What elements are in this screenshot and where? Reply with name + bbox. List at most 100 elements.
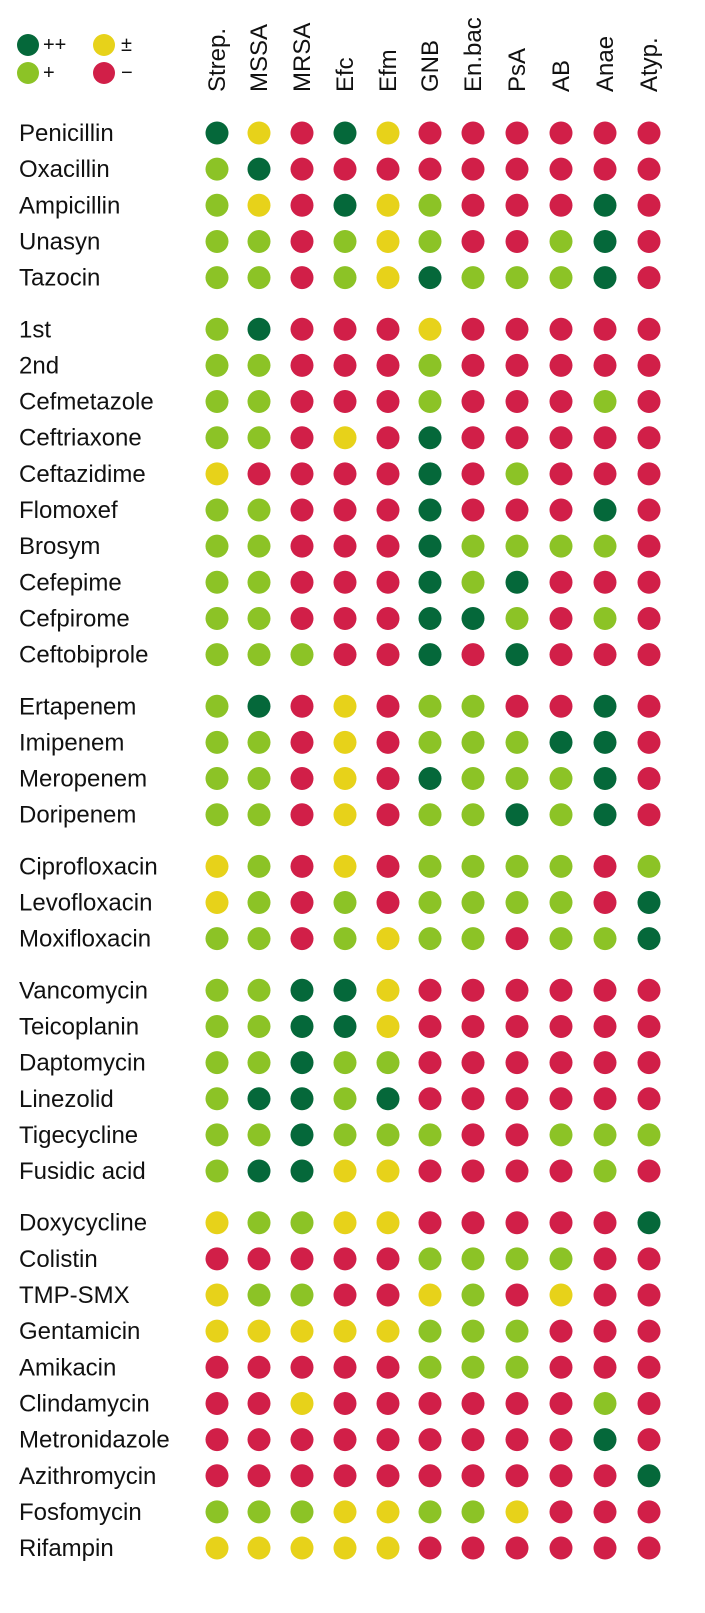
susceptibility-dot-ab bbox=[549, 803, 573, 827]
susceptibility-dot-gnb bbox=[418, 1014, 442, 1038]
susceptibility-dot-strep bbox=[205, 1319, 229, 1343]
drug-row-brosym: Brosym bbox=[19, 533, 661, 560]
susceptibility-dot-ab bbox=[549, 390, 573, 414]
susceptibility-dot-efc bbox=[333, 1319, 357, 1343]
susceptibility-dot-efc bbox=[333, 1464, 357, 1488]
susceptibility-dot-strep bbox=[205, 1536, 229, 1560]
susceptibility-dot-en-bac bbox=[461, 1355, 485, 1379]
susceptibility-dot-anae bbox=[593, 767, 617, 791]
drug-name: Brosym bbox=[19, 533, 100, 560]
susceptibility-dot-en-bac bbox=[461, 121, 485, 145]
susceptibility-dot-en-bac bbox=[461, 1500, 485, 1524]
susceptibility-dot-efm bbox=[376, 534, 400, 558]
susceptibility-dot-psa bbox=[505, 534, 529, 558]
susceptibility-dot-mrsa bbox=[290, 1283, 314, 1307]
susceptibility-dot-efc bbox=[333, 426, 357, 450]
susceptibility-dot-mrsa bbox=[290, 606, 314, 630]
legend-label-active: + bbox=[43, 62, 55, 84]
susceptibility-dot-ab bbox=[549, 854, 573, 878]
drug-name: Ampicillin bbox=[19, 192, 120, 219]
susceptibility-dot-psa bbox=[505, 121, 529, 145]
susceptibility-dot-gnb bbox=[418, 1319, 442, 1343]
susceptibility-dot-mrsa bbox=[290, 978, 314, 1002]
susceptibility-dot-mssa bbox=[247, 927, 271, 951]
drug-row-vancomycin: Vancomycin bbox=[19, 977, 661, 1004]
drug-name: Linezolid bbox=[19, 1086, 114, 1113]
susceptibility-dot-en-bac bbox=[461, 1123, 485, 1147]
susceptibility-dot-efm bbox=[376, 498, 400, 522]
susceptibility-dot-gnb bbox=[418, 266, 442, 290]
susceptibility-dot-atyp bbox=[637, 854, 661, 878]
drug-name: Flomoxef bbox=[19, 497, 118, 524]
drug-group: Vancomycin Teicoplanin Daptomycin Linezolid… bbox=[19, 977, 661, 1185]
susceptibility-dot-psa bbox=[505, 1283, 529, 1307]
susceptibility-dot-psa bbox=[505, 927, 529, 951]
susceptibility-dot-strep bbox=[205, 1247, 229, 1271]
susceptibility-dot-atyp bbox=[637, 1536, 661, 1560]
susceptibility-dot-efm bbox=[376, 891, 400, 914]
susceptibility-dot-efm bbox=[376, 1319, 400, 1343]
susceptibility-dot-mrsa bbox=[290, 317, 314, 341]
susceptibility-dot-atyp bbox=[637, 1355, 661, 1379]
susceptibility-dot-efm bbox=[376, 1051, 400, 1075]
susceptibility-dot-ab bbox=[549, 694, 573, 718]
susceptibility-dot-gnb bbox=[418, 1536, 442, 1560]
susceptibility-dot-efc bbox=[333, 462, 357, 486]
susceptibility-dot-atyp bbox=[637, 1319, 661, 1343]
susceptibility-dot-strep bbox=[205, 266, 229, 290]
susceptibility-dot-anae bbox=[593, 1159, 617, 1183]
susceptibility-dot-atyp bbox=[637, 1159, 661, 1183]
susceptibility-dot-anae bbox=[593, 1051, 617, 1075]
column-headers: Strep. MSSA MRSA Efc Efm GNB En.bac PsA AB Anae At… bbox=[204, 17, 663, 92]
susceptibility-dot-en-bac bbox=[461, 978, 485, 1002]
column-header-efc: Efc bbox=[332, 57, 359, 92]
susceptibility-dot-en-bac bbox=[461, 498, 485, 522]
susceptibility-dot-atyp bbox=[637, 353, 661, 377]
susceptibility-dot-mssa bbox=[247, 606, 271, 630]
susceptibility-dot-psa bbox=[505, 1355, 529, 1379]
susceptibility-dot-psa bbox=[505, 1464, 529, 1488]
susceptibility-dot-mrsa bbox=[290, 1014, 314, 1038]
susceptibility-dot-gnb bbox=[418, 1500, 442, 1524]
susceptibility-dot-mssa bbox=[247, 730, 271, 754]
susceptibility-dot-strep bbox=[205, 353, 229, 377]
susceptibility-dot-mssa bbox=[247, 498, 271, 522]
susceptibility-dot-strep bbox=[205, 1355, 229, 1379]
drug-name: TMP-SMX bbox=[19, 1282, 130, 1309]
susceptibility-dot-efc bbox=[333, 730, 357, 754]
susceptibility-dot-efc bbox=[333, 534, 357, 558]
susceptibility-dot-atyp bbox=[637, 462, 661, 486]
susceptibility-dot-ab bbox=[549, 978, 573, 1002]
susceptibility-dot-atyp bbox=[637, 1014, 661, 1038]
susceptibility-dot-mssa bbox=[247, 121, 271, 145]
susceptibility-dot-strep bbox=[205, 534, 229, 558]
susceptibility-dot-efc bbox=[333, 193, 357, 217]
susceptibility-dot-anae bbox=[593, 498, 617, 522]
susceptibility-dot-psa bbox=[505, 317, 529, 341]
susceptibility-dot-en-bac bbox=[461, 1159, 485, 1183]
column-header-mrsa: MRSA bbox=[289, 23, 316, 92]
susceptibility-dot-psa bbox=[505, 1391, 529, 1415]
drug-name: Fusidic acid bbox=[19, 1158, 146, 1185]
susceptibility-dot-psa bbox=[505, 426, 529, 450]
susceptibility-dot-efm bbox=[376, 767, 400, 791]
susceptibility-dot-strep bbox=[205, 730, 229, 754]
susceptibility-dot-anae bbox=[593, 462, 617, 486]
susceptibility-dot-en-bac bbox=[461, 643, 485, 667]
susceptibility-dot-atyp bbox=[637, 1464, 661, 1488]
susceptibility-dot-ab bbox=[549, 1051, 573, 1075]
susceptibility-dot-efm bbox=[376, 1014, 400, 1038]
drug-row-2nd: 2nd bbox=[19, 352, 661, 379]
susceptibility-dot-mrsa bbox=[290, 694, 314, 718]
drug-row-meropenem: Meropenem bbox=[19, 766, 661, 793]
drug-row-colistin: Colistin bbox=[19, 1246, 661, 1273]
susceptibility-dot-mrsa bbox=[290, 767, 314, 791]
susceptibility-dot-ab bbox=[549, 1159, 573, 1183]
column-header-en-bac: En.bac bbox=[460, 17, 487, 92]
drug-name: Metronidazole bbox=[19, 1427, 170, 1454]
susceptibility-dot-efc bbox=[333, 1283, 357, 1307]
susceptibility-dot-gnb bbox=[418, 803, 442, 827]
susceptibility-dot-ab bbox=[549, 157, 573, 181]
susceptibility-dot-psa bbox=[505, 694, 529, 718]
susceptibility-dot-gnb bbox=[418, 927, 442, 951]
